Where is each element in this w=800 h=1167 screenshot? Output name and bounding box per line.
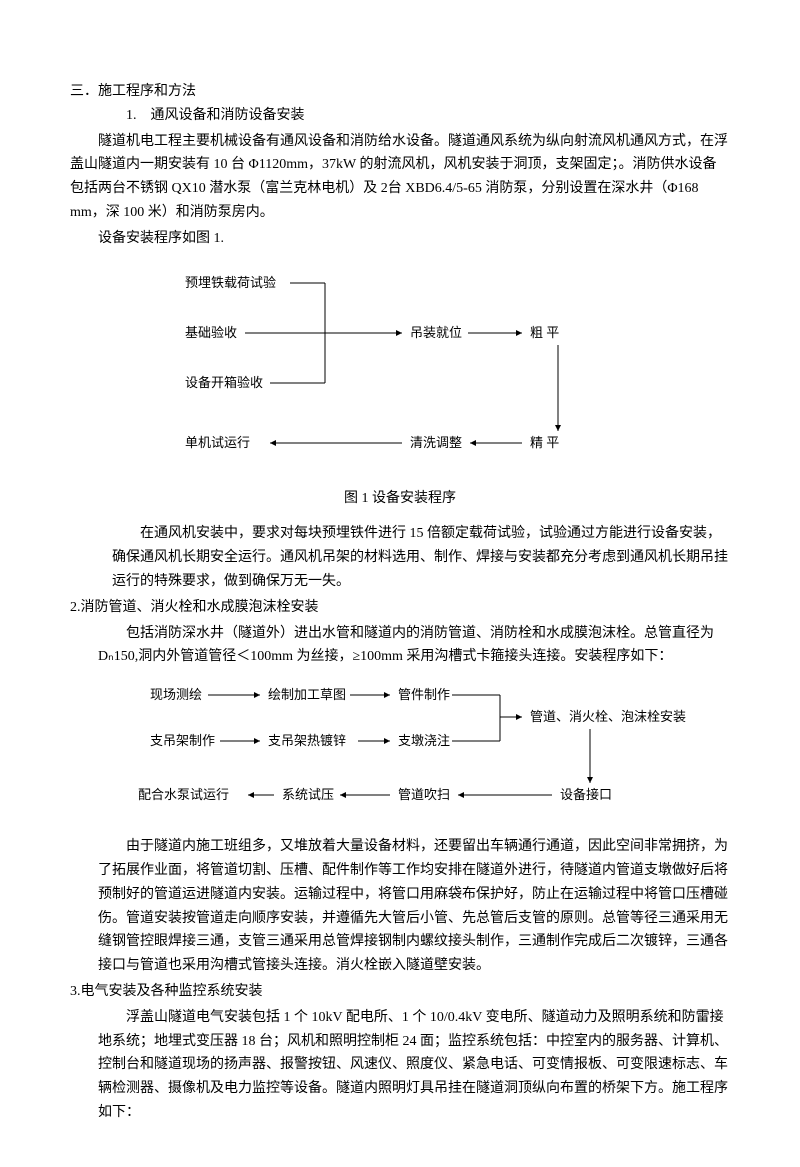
fig2-c1: 管道、消火栓、泡沫栓安装 — [530, 709, 686, 724]
sub1-num: 1. — [126, 108, 137, 123]
fig2-e1: 配合水泵试运行 — [138, 787, 229, 802]
fig1-n8: 单机试运行 — [185, 435, 250, 450]
sub1-p2: 设备安装程序如图 1. — [70, 227, 730, 251]
fig1-n7: 清洗调整 — [410, 435, 462, 450]
fig2-b2: 支吊架热镀锌 — [268, 733, 346, 748]
fig1-n6: 精 平 — [530, 435, 559, 450]
sub1-heading: 1. 通风设备和消防设备安装 — [126, 104, 730, 128]
fig1-n3: 设备开箱验收 — [185, 375, 263, 390]
fig2-a3: 管件制作 — [398, 687, 450, 702]
fig2-b1: 支吊架制作 — [150, 733, 215, 748]
sub1-p3: 在通风机安装中，要求对每块预埋铁件进行 15 倍额定载荷试验，试验通过方能进行设… — [112, 522, 730, 593]
sub3-title: 3.电气安装及各种监控系统安装 — [70, 980, 730, 1004]
fig2-e2: 系统试压 — [282, 787, 334, 802]
fig2-e3: 管道吹扫 — [398, 787, 450, 802]
figure-2: 现场测绘 绘制加工草图 管件制作 支吊架制作 支吊架热镀锌 支墩浇注 管道、消火… — [70, 677, 730, 827]
fig2-a1: 现场测绘 — [150, 687, 202, 702]
document-page: 三．施工程序和方法 1. 通风设备和消防设备安装 隧道机电工程主要机械设备有通风… — [0, 0, 800, 1167]
fig2-d1: 设备接口 — [560, 787, 612, 802]
fig2-a2: 绘制加工草图 — [268, 687, 346, 702]
section-title: 三．施工程序和方法 — [70, 80, 730, 104]
sub3-p1: 浮盖山隧道电气安装包括 1 个 10kV 配电所、1 个 10/0.4kV 变电… — [98, 1006, 730, 1125]
sub2-p1: 包括消防深水井（隧道外）进出水管和隧道内的消防管道、消防栓和水成膜泡沫栓。总管直… — [98, 622, 730, 670]
fig1-n5: 粗 平 — [530, 325, 559, 340]
fig1-caption: 图 1 设备安装程序 — [70, 487, 730, 511]
sub2-p2: 由于隧道内施工班组多，又堆放着大量设备材料，还要留出车辆通行通道，因此空间非常拥… — [98, 835, 730, 978]
fig1-n1: 预埋铁载荷试验 — [185, 275, 276, 290]
fig2-b3: 支墩浇注 — [398, 733, 450, 748]
fig1-n4: 吊装就位 — [410, 325, 462, 340]
figure-1: 预埋铁载荷试验 基础验收 设备开箱验收 单机试运行 吊装就位 清洗调整 粗 平 … — [70, 259, 730, 479]
sub2-title: 2.消防管道、消火栓和水成膜泡沫栓安装 — [70, 596, 730, 620]
fig1-n2: 基础验收 — [185, 325, 237, 340]
sub1-p1: 隧道机电工程主要机械设备有通风设备和消防给水设备。隧道通风系统为纵向射流风机通风… — [70, 130, 730, 225]
sub1-title: 通风设备和消防设备安装 — [151, 108, 305, 123]
